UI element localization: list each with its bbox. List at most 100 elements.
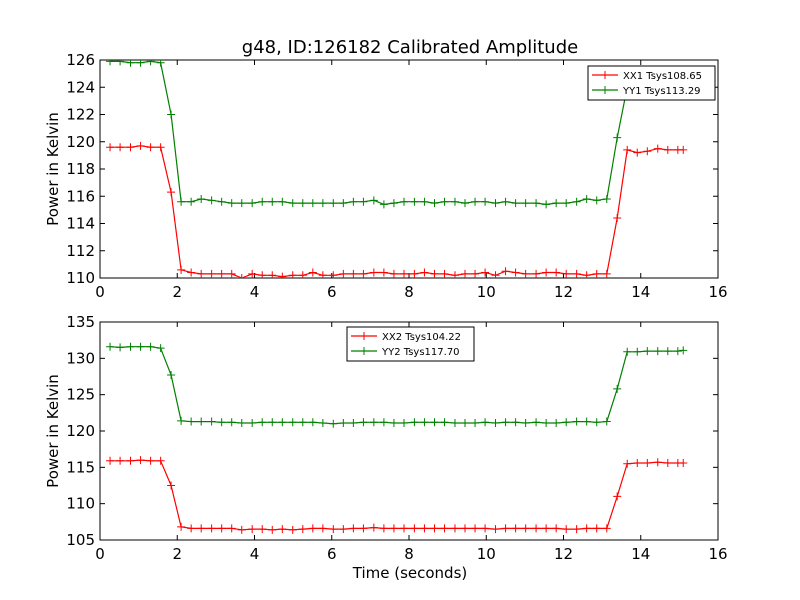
data-point-marker [511,524,520,533]
data-point-marker [481,524,490,533]
data-point-marker [308,524,317,533]
data-point-marker [298,525,307,534]
y-tick-label: 130 [66,349,95,367]
data-point-marker [633,458,642,467]
data-point-marker [410,269,419,278]
data-point-marker [389,419,398,428]
legend: XX1 Tsys108.65 YY1 Tsys113.29 [587,65,716,101]
data-point-marker [126,143,135,152]
data-point-marker [582,524,591,533]
data-point-marker [602,269,611,278]
data-point-marker [136,141,145,150]
x-tick-label: 8 [404,545,414,563]
data-point-marker [197,269,206,278]
data-point-marker [491,199,500,208]
data-point-marker [552,199,561,208]
data-point-marker [430,199,439,208]
x-tick-label: 0 [95,283,105,301]
data-point-marker [471,197,480,206]
data-point-marker [116,456,125,465]
data-point-marker [532,418,541,427]
data-point-marker [471,269,480,278]
data-point-marker [298,418,307,427]
data-point-marker [653,144,662,153]
data-point-marker [167,110,176,119]
x-tick-label: 14 [631,283,650,301]
data-point-marker [318,419,327,428]
x-axis-label: Time (seconds) [352,564,468,582]
data-point-marker [369,523,378,532]
data-point-marker [450,271,459,278]
data-point-marker [349,524,358,533]
data-point-marker [167,188,176,197]
data-point-marker [329,271,338,278]
data-point-marker [106,60,115,66]
data-point-marker [471,419,480,428]
data-point-marker [440,418,449,427]
data-point-marker [582,417,591,426]
data-point-marker [339,269,348,278]
data-point-marker [521,524,530,533]
legend-box [587,65,716,101]
data-point-marker [177,197,186,206]
top-plot-panel: 0 2 4 6 8 10 12 14 16 110 112 114 116 118 120 122 124 126… [44,51,728,301]
y-tick-label: 135 [66,313,95,331]
series-line [110,459,684,531]
data-point-marker [308,418,317,427]
data-point-marker [308,199,317,208]
y-tick-label: 114 [66,215,95,233]
data-point-marker [491,525,500,534]
data-point-marker [582,271,591,278]
data-point-marker [501,267,510,276]
data-point-marker [207,524,216,533]
data-point-marker [308,268,317,277]
data-point-marker [430,269,439,278]
data-point-marker [420,524,429,533]
data-point-marker [278,272,287,278]
data-point-marker [592,269,601,278]
data-point-marker [237,525,246,534]
data-point-marker [633,347,642,356]
x-tick-label: 12 [554,545,573,563]
data-point-marker [562,418,571,427]
data-point-marker [379,200,388,209]
data-point-marker [572,417,581,426]
series-line [110,145,684,278]
data-point-marker [532,199,541,208]
data-point-marker [167,371,176,380]
x-tick-label: 4 [250,283,260,301]
data-point-marker [663,458,672,467]
data-point-marker [450,524,459,533]
data-point-marker [491,271,500,278]
data-point-marker [389,269,398,278]
data-point-marker [146,143,155,152]
data-point-marker [136,342,145,351]
data-point-marker [613,214,622,223]
data-point-marker [399,269,408,278]
bottom-plot-panel: 0 2 4 6 8 10 12 14 16 105 110 115 120 125 130 135 Power … [44,313,728,563]
data-point-marker [420,268,429,277]
data-point-marker [501,197,510,206]
data-point-marker [106,342,115,351]
data-point-marker [440,524,449,533]
data-point-marker [329,525,338,534]
data-point-marker [643,147,652,156]
data-point-marker [379,268,388,277]
data-point-marker [197,524,206,533]
x-tick-label: 10 [477,283,496,301]
data-point-marker [552,524,561,533]
data-point-marker [237,274,246,278]
data-point-marker [501,524,510,533]
series-2 [106,60,688,209]
data-point-marker [318,271,327,278]
data-point-marker [359,269,368,278]
data-point-marker [227,418,236,427]
legend-marker [360,332,368,340]
data-point-marker [369,196,378,205]
data-point-marker [248,199,257,208]
data-point-marker [227,199,236,208]
x-tick-label: 0 [95,545,105,563]
data-point-marker [116,343,125,352]
data-point-marker [663,145,672,154]
